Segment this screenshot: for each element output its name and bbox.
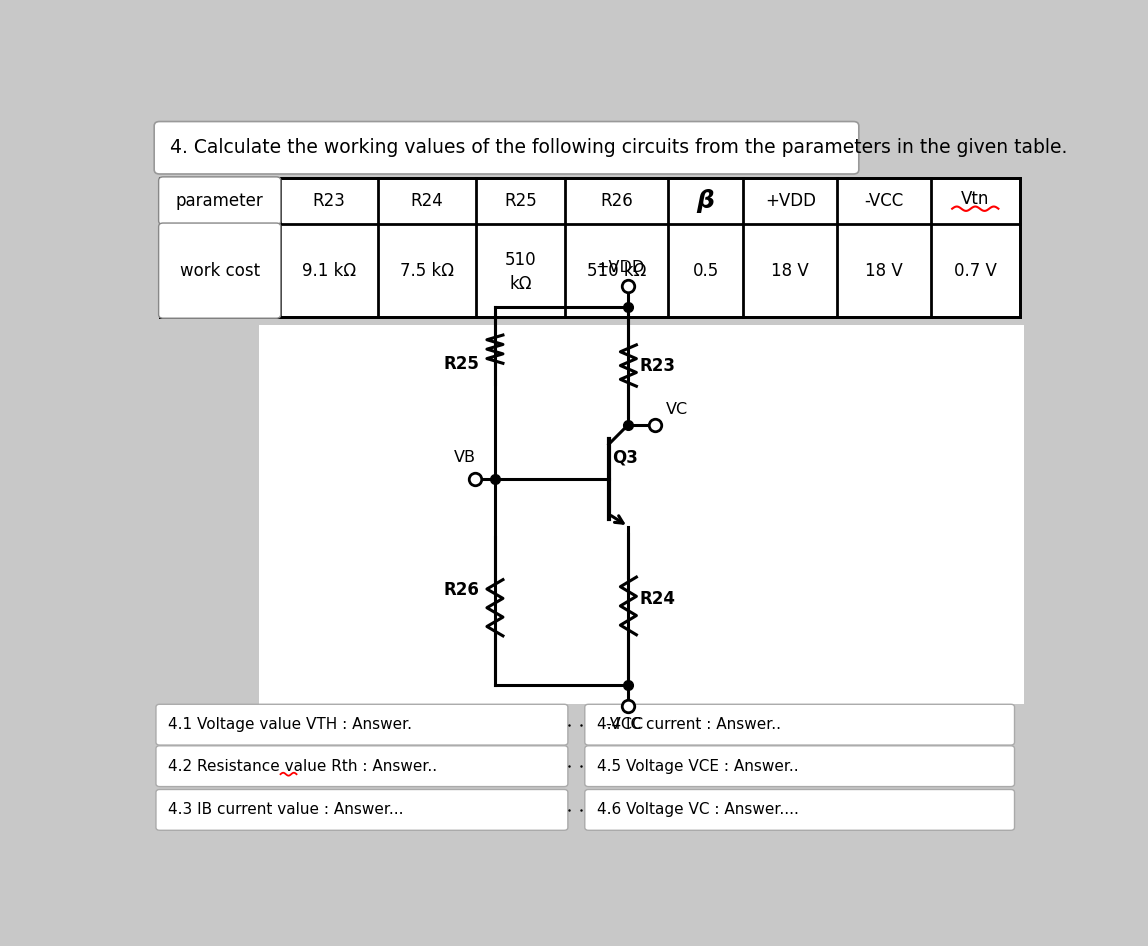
Text: kΩ: kΩ bbox=[510, 274, 532, 292]
FancyBboxPatch shape bbox=[156, 745, 568, 786]
Text: R26: R26 bbox=[600, 192, 633, 210]
Text: 18 V: 18 V bbox=[771, 262, 809, 280]
FancyBboxPatch shape bbox=[584, 790, 1015, 831]
Text: 4.6 Voltage VC : Answer....: 4.6 Voltage VC : Answer.... bbox=[597, 802, 799, 817]
Text: R25: R25 bbox=[443, 355, 479, 373]
Text: VB: VB bbox=[453, 449, 475, 464]
FancyBboxPatch shape bbox=[158, 177, 281, 224]
Text: 4.5 Voltage VCE : Answer..: 4.5 Voltage VCE : Answer.. bbox=[597, 759, 799, 774]
Text: work cost: work cost bbox=[179, 262, 259, 280]
Text: parameter: parameter bbox=[176, 192, 264, 210]
Bar bbox=[160, 178, 1019, 318]
FancyBboxPatch shape bbox=[156, 790, 568, 831]
FancyBboxPatch shape bbox=[158, 223, 281, 318]
Text: 4.4 IC current : Answer..: 4.4 IC current : Answer.. bbox=[597, 717, 782, 732]
Text: 18 V: 18 V bbox=[866, 262, 902, 280]
Text: 4.1 Voltage value VTH : Answer.: 4.1 Voltage value VTH : Answer. bbox=[169, 717, 412, 732]
FancyBboxPatch shape bbox=[156, 704, 568, 745]
Text: 7.5 kΩ: 7.5 kΩ bbox=[400, 262, 453, 280]
Text: +VDD: +VDD bbox=[595, 260, 644, 275]
Text: 0.5: 0.5 bbox=[692, 262, 719, 280]
FancyBboxPatch shape bbox=[584, 704, 1015, 745]
Text: R24: R24 bbox=[639, 589, 675, 607]
Bar bbox=[259, 324, 1024, 704]
Text: -VCC: -VCC bbox=[605, 717, 643, 732]
Text: -VCC: -VCC bbox=[864, 192, 903, 210]
Text: R24: R24 bbox=[411, 192, 443, 210]
Text: R26: R26 bbox=[443, 581, 479, 599]
Text: R23: R23 bbox=[639, 357, 675, 375]
Text: Q3: Q3 bbox=[612, 448, 638, 466]
Text: +VDD: +VDD bbox=[765, 192, 816, 210]
Text: 510 kΩ: 510 kΩ bbox=[587, 262, 646, 280]
FancyBboxPatch shape bbox=[584, 745, 1015, 786]
Text: VC: VC bbox=[666, 402, 688, 417]
Text: 4.3 IB current value : Answer...: 4.3 IB current value : Answer... bbox=[169, 802, 404, 817]
Text: β: β bbox=[697, 188, 714, 213]
FancyBboxPatch shape bbox=[154, 121, 859, 174]
Text: Vtn: Vtn bbox=[961, 189, 990, 207]
Text: 9.1 kΩ: 9.1 kΩ bbox=[302, 262, 356, 280]
Text: 4.2 Resistance value Rth : Answer..: 4.2 Resistance value Rth : Answer.. bbox=[169, 759, 437, 774]
Text: R25: R25 bbox=[504, 192, 537, 210]
Text: 0.7 V: 0.7 V bbox=[954, 262, 996, 280]
Text: 4. Calculate the working values of the following circuits from the parameters in: 4. Calculate the working values of the f… bbox=[170, 138, 1068, 157]
Text: R23: R23 bbox=[312, 192, 346, 210]
Text: 510: 510 bbox=[505, 252, 536, 270]
